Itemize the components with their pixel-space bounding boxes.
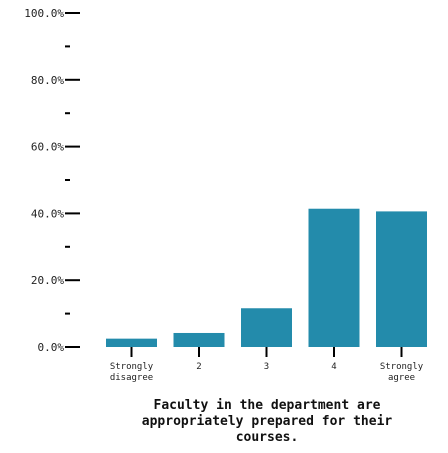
bar <box>308 208 360 347</box>
bar <box>376 211 427 347</box>
y-tick-label: 20.0% <box>31 274 64 287</box>
chart-title-line: courses. <box>236 430 299 445</box>
x-tick-label: 2 <box>196 362 201 372</box>
y-tick-label: 80.0% <box>31 74 64 87</box>
x-tick-label-line: Strongly <box>380 362 424 372</box>
x-tick-label-line: 3 <box>264 362 269 372</box>
x-tick-label: Strongly disagree <box>110 362 154 383</box>
x-tick-label-line: disagree <box>110 373 153 383</box>
chart-title: Faculty in the department areappropriate… <box>142 398 393 445</box>
chart-title-line: appropriately prepared for their <box>142 414 393 429</box>
y-tick-label: 60.0% <box>31 141 64 154</box>
bar <box>106 338 157 347</box>
x-tick-label-line: 2 <box>196 362 201 372</box>
y-axis: 0.0% 20.0% 40.0% 60.0% 80.0% 100.0% <box>24 7 80 354</box>
x-tick-label-line: agree <box>388 373 415 383</box>
x-tick-label-line: Strongly <box>110 362 154 372</box>
y-tick-label: 100.0% <box>24 7 64 20</box>
x-tick-label: Strongly agree <box>380 362 424 383</box>
y-tick-label: 40.0% <box>31 207 64 220</box>
bar <box>173 332 225 347</box>
bar <box>241 308 292 347</box>
x-tick-label: 4 <box>331 362 336 372</box>
bars <box>106 208 427 347</box>
x-tick-label-line: 4 <box>331 362 336 372</box>
y-tick-label: 0.0% <box>38 341 65 354</box>
x-tick-label: 3 <box>264 362 269 372</box>
chart-title-line: Faculty in the department are <box>154 398 381 413</box>
